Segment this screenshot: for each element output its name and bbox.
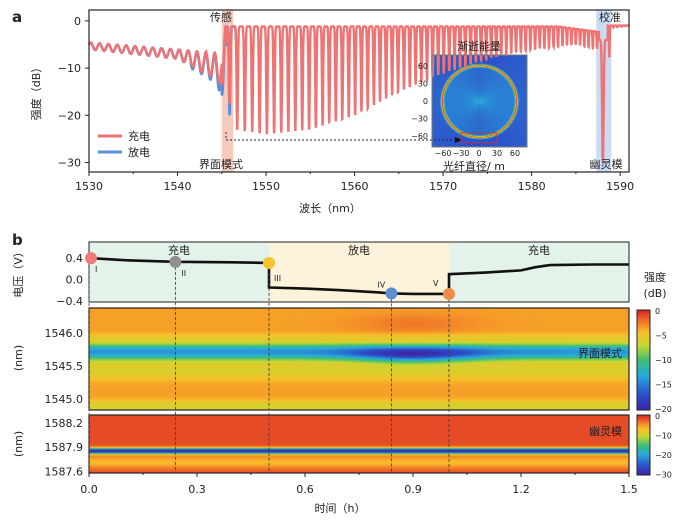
colorbar-tick-label: −20 xyxy=(655,405,672,414)
x-tick-label: 0.0 xyxy=(80,483,98,496)
inset-y-tick: 0 xyxy=(423,97,428,106)
y-axis-label-nm: (nm) xyxy=(12,431,25,457)
x-tick-label: 1.5 xyxy=(620,483,638,496)
colorbar-tick-label: 0 xyxy=(655,412,660,421)
axes-frame-voltage xyxy=(88,241,630,303)
colorbar-title: 强度 xyxy=(644,270,666,284)
inset-x-label: 光纤直径/ m xyxy=(443,159,505,173)
y-tick-label: −10 xyxy=(58,62,81,75)
x-tick-label: 1560 xyxy=(341,180,369,193)
colorbar-tick-label: −10 xyxy=(655,356,672,365)
heatmap-label-ghost: 幽灵模 xyxy=(589,425,622,438)
arrow-head-icon xyxy=(455,137,462,143)
axes-frame-a xyxy=(88,9,630,173)
y-tick-label: 1588.2 xyxy=(45,417,84,430)
x-axis-label-time: 时间（h） xyxy=(315,502,366,515)
region-label: 充电 xyxy=(528,243,550,257)
x-tick-label: 0.3 xyxy=(188,483,206,496)
marker-label: III xyxy=(274,274,281,283)
annotation-calibration: 校准 xyxy=(599,10,621,24)
panel-label-b: b xyxy=(12,231,23,249)
y-axis-label-voltage: 电压（V） xyxy=(12,246,25,298)
inset-evanescent-field xyxy=(432,55,527,147)
y-axis-label: 强度（dB） xyxy=(29,62,43,121)
y-tick-label: 1545.5 xyxy=(45,360,84,373)
y-tick-label: 1545.0 xyxy=(45,393,84,406)
interface-mode-heatmap xyxy=(89,308,629,410)
colorbar-tick-label: −15 xyxy=(655,381,672,390)
x-tick-label: 1550 xyxy=(252,180,280,193)
marker-point-V xyxy=(443,287,455,300)
axes-frame-heatmap1 xyxy=(88,307,630,411)
y-tick-label: 0.0 xyxy=(66,274,84,287)
x-tick-label: 0.9 xyxy=(404,483,422,496)
ghost-mode-heatmap xyxy=(89,415,629,473)
x-tick-label: 1580 xyxy=(518,180,546,193)
marker-label: IV xyxy=(377,280,385,289)
colorbar-tick-label: 0 xyxy=(655,307,660,316)
y-tick-label: −0.4 xyxy=(56,295,83,308)
y-tick-label: 1587.9 xyxy=(45,441,84,454)
colorbar-frame xyxy=(636,309,651,411)
marker-label: I xyxy=(95,265,97,274)
marker-point-III xyxy=(263,256,275,269)
inset-x-tick: −30 xyxy=(453,149,470,158)
inset-y-tick: −30 xyxy=(411,114,428,123)
y-tick-label: −30 xyxy=(58,157,81,170)
inset-y-tick: 30 xyxy=(418,80,428,89)
colorbar-ghost xyxy=(637,415,650,475)
marker-point-II xyxy=(169,255,182,268)
inset-highlight-box xyxy=(460,132,498,144)
inset-x-tick: −60 xyxy=(435,149,452,158)
x-axis-label: 波长（nm） xyxy=(299,202,361,215)
inset-title: 渐逝能量 xyxy=(457,39,501,53)
inset-y-tick: 60 xyxy=(418,62,428,71)
heatmap-label-interface: 界面模式 xyxy=(578,347,622,360)
axes-frame-heatmap2 xyxy=(88,414,630,474)
series-discharge-line xyxy=(87,24,238,116)
inset-x-tick: 0 xyxy=(476,149,481,158)
legend-label: 充电 xyxy=(128,129,150,143)
region-charge xyxy=(89,242,269,302)
inset-x-tick: 30 xyxy=(492,149,502,158)
panel-label-a: a xyxy=(12,8,22,26)
x-tick-label: 1590 xyxy=(606,180,634,193)
inset-x-tick: 60 xyxy=(510,149,520,158)
colorbar-interface xyxy=(637,310,650,410)
series-charge-line xyxy=(87,24,629,163)
annotation-sensing: 传感 xyxy=(210,11,232,24)
x-tick-label: 1540 xyxy=(164,180,192,193)
marker-point-IV xyxy=(385,287,398,300)
y-tick-label: 0.4 xyxy=(66,252,84,265)
y-axis-label-nm: (nm) xyxy=(12,345,25,371)
x-tick-label: 1.2 xyxy=(512,483,530,496)
x-tick-label: 1530 xyxy=(75,180,103,193)
marker-label: II xyxy=(181,269,186,278)
region-label: 放电 xyxy=(348,243,370,257)
annotation-interface-mode: 界面模式 xyxy=(199,158,243,171)
y-tick-label: −20 xyxy=(58,109,81,122)
marker-point-I xyxy=(85,252,97,265)
inset-y-tick: −60 xyxy=(411,132,428,141)
y-tick-label: 1587.6 xyxy=(45,465,84,478)
region-label: 充电 xyxy=(168,243,190,257)
inset-frame xyxy=(431,54,528,148)
marker-label: V xyxy=(433,279,439,288)
highlight-band xyxy=(221,10,234,172)
legend-label: 放电 xyxy=(128,145,150,159)
colorbar-tick-label: −5 xyxy=(655,332,667,341)
x-tick-label: 1570 xyxy=(429,180,457,193)
annotation-ghost-mode: 幽灵模 xyxy=(590,158,623,171)
y-tick-label: 1546.0 xyxy=(45,327,84,340)
colorbar-tick-label: −20 xyxy=(655,451,672,460)
colorbar-tick-label: −30 xyxy=(655,471,672,480)
colorbar-unit: (dB) xyxy=(643,287,666,300)
x-tick-label: 0.6 xyxy=(296,483,314,496)
colorbar-frame xyxy=(636,414,651,476)
colorbar-tick-label: −10 xyxy=(655,432,672,441)
y-tick-label: 0 xyxy=(74,15,81,28)
